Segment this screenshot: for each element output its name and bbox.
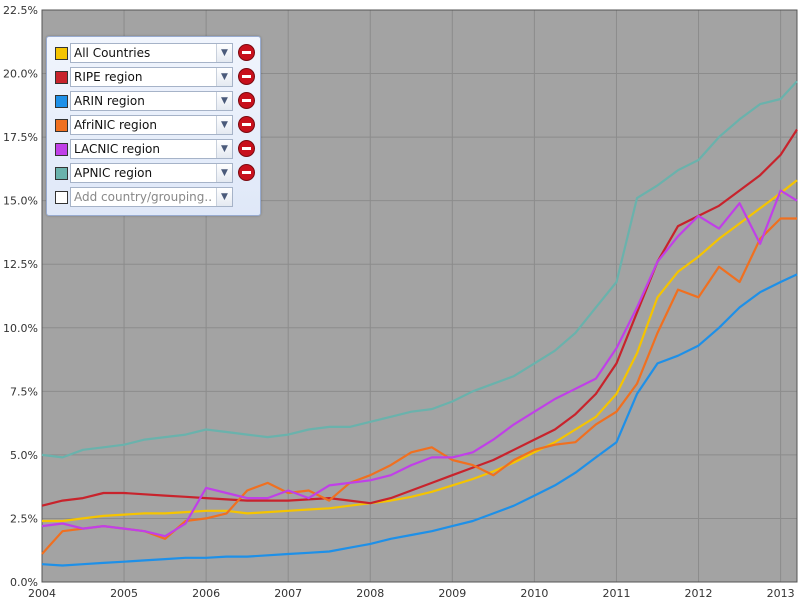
x-tick-label: 2006 bbox=[192, 587, 220, 600]
legend-row-add: Add country/grouping.. ▼ bbox=[47, 186, 260, 208]
remove-icon[interactable] bbox=[238, 116, 255, 133]
series-line-arin-region bbox=[41, 273, 798, 567]
series-select-label: LACNIC region bbox=[74, 142, 160, 156]
remove-icon[interactable] bbox=[238, 140, 255, 157]
legend-row-ripe: RIPE region ▼ bbox=[47, 66, 260, 88]
series-line-all-countries bbox=[42, 179, 798, 523]
y-tick-label: 7.5% bbox=[10, 385, 38, 398]
x-tick-label: 2004 bbox=[28, 587, 56, 600]
remove-icon[interactable] bbox=[238, 164, 255, 181]
chevron-down-icon[interactable]: ▼ bbox=[216, 188, 232, 206]
legend-panel: All Countries ▼ RIPE region ▼ ARIN regio… bbox=[46, 36, 261, 216]
y-tick-label: 5.0% bbox=[10, 449, 38, 462]
legend-swatch-empty bbox=[55, 191, 68, 204]
y-tick-label: 22.5% bbox=[3, 4, 38, 17]
series-line-apnic-region bbox=[41, 80, 798, 459]
y-tick-label: 17.5% bbox=[3, 131, 38, 144]
y-tick-label: 12.5% bbox=[3, 258, 38, 271]
x-tick-label: 2005 bbox=[110, 587, 138, 600]
y-tick-label: 0.0% bbox=[10, 576, 38, 589]
series-select-apnic[interactable]: APNIC region ▼ bbox=[70, 163, 233, 183]
legend-row-lacnic: LACNIC region ▼ bbox=[47, 138, 260, 160]
y-tick-label: 10.0% bbox=[3, 322, 38, 335]
legend-row-apnic: APNIC region ▼ bbox=[47, 162, 260, 184]
legend-row-all-countries: All Countries ▼ bbox=[47, 42, 260, 64]
add-country-select[interactable]: Add country/grouping.. ▼ bbox=[70, 187, 233, 207]
y-tick-label: 20.0% bbox=[3, 68, 38, 81]
remove-icon[interactable] bbox=[238, 92, 255, 109]
series-select-label: AfriNIC region bbox=[74, 118, 157, 132]
series-select-arin[interactable]: ARIN region ▼ bbox=[70, 91, 233, 111]
chevron-down-icon[interactable]: ▼ bbox=[216, 92, 232, 110]
legend-swatch-arin bbox=[55, 95, 68, 108]
y-tick-label: 2.5% bbox=[10, 512, 38, 525]
remove-icon[interactable] bbox=[238, 68, 255, 85]
chevron-down-icon[interactable]: ▼ bbox=[216, 116, 232, 134]
series-line-ripe-region bbox=[41, 128, 798, 507]
series-select-label: All Countries bbox=[74, 46, 151, 60]
series-select-lacnic[interactable]: LACNIC region ▼ bbox=[70, 139, 233, 159]
legend-swatch-lacnic bbox=[55, 143, 68, 156]
chevron-down-icon[interactable]: ▼ bbox=[216, 164, 232, 182]
series-line-lacnic-region bbox=[41, 189, 798, 538]
x-tick-label: 2009 bbox=[438, 587, 466, 600]
x-tick-label: 2007 bbox=[274, 587, 302, 600]
x-tick-label: 2012 bbox=[685, 587, 713, 600]
plot-border bbox=[41, 9, 798, 583]
x-tick-label: 2011 bbox=[602, 587, 630, 600]
series-select-afrinic[interactable]: AfriNIC region ▼ bbox=[70, 115, 233, 135]
legend-swatch-ripe bbox=[55, 71, 68, 84]
legend-row-afrinic: AfriNIC region ▼ bbox=[47, 114, 260, 136]
series-select-label: APNIC region bbox=[74, 166, 153, 180]
series-select-label: RIPE region bbox=[74, 70, 143, 84]
legend-swatch-afrinic bbox=[55, 119, 68, 132]
remove-icon[interactable] bbox=[238, 44, 255, 61]
legend-swatch-apnic bbox=[55, 167, 68, 180]
chevron-down-icon[interactable]: ▼ bbox=[216, 140, 232, 158]
legend-swatch-all-countries bbox=[55, 47, 68, 60]
series-line-afrinic-region bbox=[41, 217, 797, 555]
y-tick-label: 15.0% bbox=[3, 195, 38, 208]
add-country-placeholder: Add country/grouping.. bbox=[74, 190, 213, 204]
x-tick-label: 2010 bbox=[520, 587, 548, 600]
x-tick-label: 2008 bbox=[356, 587, 384, 600]
chevron-down-icon[interactable]: ▼ bbox=[216, 68, 232, 86]
series-select-label: ARIN region bbox=[74, 94, 145, 108]
chevron-down-icon[interactable]: ▼ bbox=[216, 44, 232, 62]
x-tick-label: 2013 bbox=[767, 587, 795, 600]
series-select-ripe[interactable]: RIPE region ▼ bbox=[70, 67, 233, 87]
legend-row-arin: ARIN region ▼ bbox=[47, 90, 260, 112]
series-select-all-countries[interactable]: All Countries ▼ bbox=[70, 43, 233, 63]
